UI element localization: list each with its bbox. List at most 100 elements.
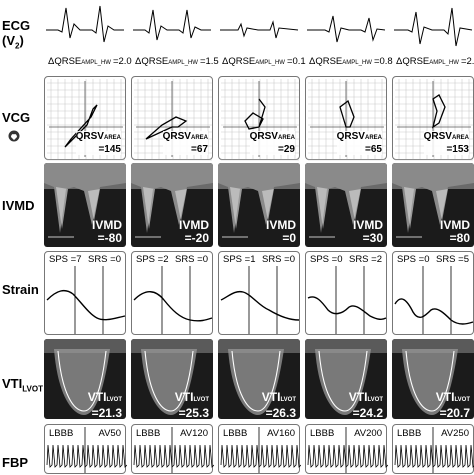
fbp-trace <box>46 427 127 473</box>
strain-sps-value: SPS =7 <box>49 254 82 265</box>
vti-doppler <box>218 339 300 415</box>
ecg-trace <box>133 9 211 41</box>
vcg-loop <box>145 116 188 140</box>
ecg-measure-sub: AMPL_HW <box>429 60 459 66</box>
strain-panel: SPS =0 SRS =5 <box>392 251 474 335</box>
fbp-panel: LBBB AV120 <box>131 424 214 474</box>
ecg-panel: ΔQRSEAMPL_HW=2.1 <box>392 2 474 67</box>
vti-panel: VTILVOT =20.7 <box>392 339 474 419</box>
vti-panel: VTILVOT =24.2 <box>305 339 387 419</box>
vcg-panel: QRSVAREA =65 <box>305 76 387 161</box>
vti-measure-label: VTI <box>348 390 368 404</box>
ivmd-measure-value: =30 <box>362 231 383 245</box>
vti-doppler <box>44 339 126 415</box>
vti-measure-sub: LVOT <box>193 397 209 403</box>
ecg-measure-value: =2.0 <box>112 56 132 67</box>
fbp-left: LBBB <box>310 429 334 439</box>
ivmd-measure-value: =-80 <box>97 231 122 245</box>
fbp-trace <box>133 427 214 473</box>
strain-srs-value: SRS =2 <box>348 254 382 265</box>
vcg-label: VCG <box>2 110 31 125</box>
vti-measure: VTILVOT =21.3 <box>87 390 122 420</box>
ecg-measure-value: =1.5 <box>199 56 219 67</box>
strain-panel: SPS =2 SRS =0 <box>131 251 213 335</box>
strain-sps: SPS =2 <box>136 255 168 265</box>
strain-sps-value: SPS =1 <box>223 254 256 265</box>
fbp-right-label: AV160 <box>267 428 295 439</box>
ivmd-measure: IVMD =30 <box>353 219 383 245</box>
ecg-measure: ΔQRSEAMPL_HW =2.0 <box>48 57 132 68</box>
vcg-measure-value: =145 <box>98 144 121 155</box>
vti-panel: VTILVOT =21.3 <box>44 339 126 419</box>
vcg-measure-value: =153 <box>446 144 469 155</box>
ivmd-panel: IVMD =30 <box>305 163 387 247</box>
strain-srs-value: SRS =5 <box>435 254 469 265</box>
fbp-left: LBBB <box>397 429 421 439</box>
strain-srs-value: SRS =0 <box>261 254 295 265</box>
row-label-strain: Strain <box>2 282 39 297</box>
ivmd-measure-value: =0 <box>282 231 296 245</box>
strain-srs: SRS =0 <box>175 255 208 265</box>
ivmd-measure: IVMD =0 <box>266 219 296 245</box>
ecg-measure-value: =2.1 <box>460 56 474 67</box>
vcg-panel: QRSVAREA =29 <box>218 76 300 161</box>
strain-panel: SPS =0 SRS =2 <box>305 251 387 335</box>
ecg-trace <box>46 5 124 43</box>
strain-srs: SRS =5 <box>436 255 469 265</box>
vti-measure-label: VTI <box>87 390 107 404</box>
fbp-trace <box>394 427 474 473</box>
strain-panel: SPS =1 SRS =0 <box>218 251 300 335</box>
ecg-trace <box>307 15 386 43</box>
vcg-measure-label: QRSV <box>423 131 452 142</box>
row-label-ivmd: IVMD <box>2 198 35 213</box>
ivmd-measure-label: IVMD <box>92 218 122 232</box>
ivmd-measure-label: IVMD <box>353 218 383 232</box>
ivmd-panel: IVMD =-20 <box>131 163 213 247</box>
ecg-lead-label: (V2) <box>2 33 24 51</box>
strain-curve <box>220 266 300 334</box>
strain-curve <box>394 266 474 334</box>
fbp-right-label: AV200 <box>354 428 382 439</box>
vcg-measure-label: QRSV <box>162 131 191 142</box>
vti-measure-value: =25.3 <box>178 406 209 420</box>
vti-measure: VTILVOT =26.3 <box>262 391 296 420</box>
ecg-trace <box>220 20 299 39</box>
vti-measure-value: =21.3 <box>91 406 122 420</box>
ecg-measure: ΔQRSEAMPL_HW =0.8 <box>309 57 393 68</box>
fbp-right: AV250 <box>441 429 469 439</box>
strain-sps: SPS =7 <box>49 255 81 265</box>
fbp-panel: LBBB AV160 <box>218 424 301 474</box>
vcg-measure: QRSVAREA =145 <box>75 131 121 155</box>
ecg-measure-label: ΔQRSE <box>48 56 82 67</box>
vti-measure-label: VTI <box>174 390 194 404</box>
ivmd-measure-value: =80 <box>449 231 470 245</box>
vcg-measure-value: =29 <box>278 144 295 155</box>
fbp-left: LBBB <box>49 429 73 439</box>
ecg-panel: ΔQRSEAMPL_HW =1.5 <box>131 2 219 67</box>
strain-sps: SPS =0 <box>310 255 342 265</box>
fbp-left-label: LBBB <box>223 428 248 439</box>
vti-measure-sub: LVOT <box>454 397 470 403</box>
vcg-measure-value: =65 <box>365 144 382 155</box>
ivmd-doppler <box>131 163 213 238</box>
ecg-measure-label: ΔQRSE <box>222 56 256 67</box>
strain-srs: SRS =0 <box>262 255 295 265</box>
ecg-panel: ΔQRSEAMPL_HW =0.1 <box>218 2 306 67</box>
ivmd-doppler <box>44 163 126 238</box>
fbp-right: AV120 <box>180 429 208 439</box>
fbp-right-label: AV120 <box>180 428 208 439</box>
fbp-left-label: LBBB <box>49 428 74 439</box>
ecg-measure-sub: AMPL_HW <box>81 60 111 66</box>
fbp-left-label: LBBB <box>397 428 422 439</box>
fbp-trace <box>307 427 388 473</box>
vcg-panel: QRSVAREA =153 <box>392 76 474 161</box>
vti-measure-label: VTI <box>435 390 455 404</box>
vti-measure: VTILVOT =25.3 <box>174 390 209 420</box>
strain-srs-value: SRS =0 <box>174 254 208 265</box>
vcg-measure-label: QRSV <box>336 131 365 142</box>
heart-lead-icon <box>8 130 20 142</box>
ecg-measure-value: =0.8 <box>373 56 393 67</box>
ecg-panel: ΔQRSEAMPL_HW =0.8 <box>305 2 393 67</box>
row-label-vti: VTILVOT <box>2 376 43 394</box>
vcg-measure-value: =67 <box>191 144 208 155</box>
